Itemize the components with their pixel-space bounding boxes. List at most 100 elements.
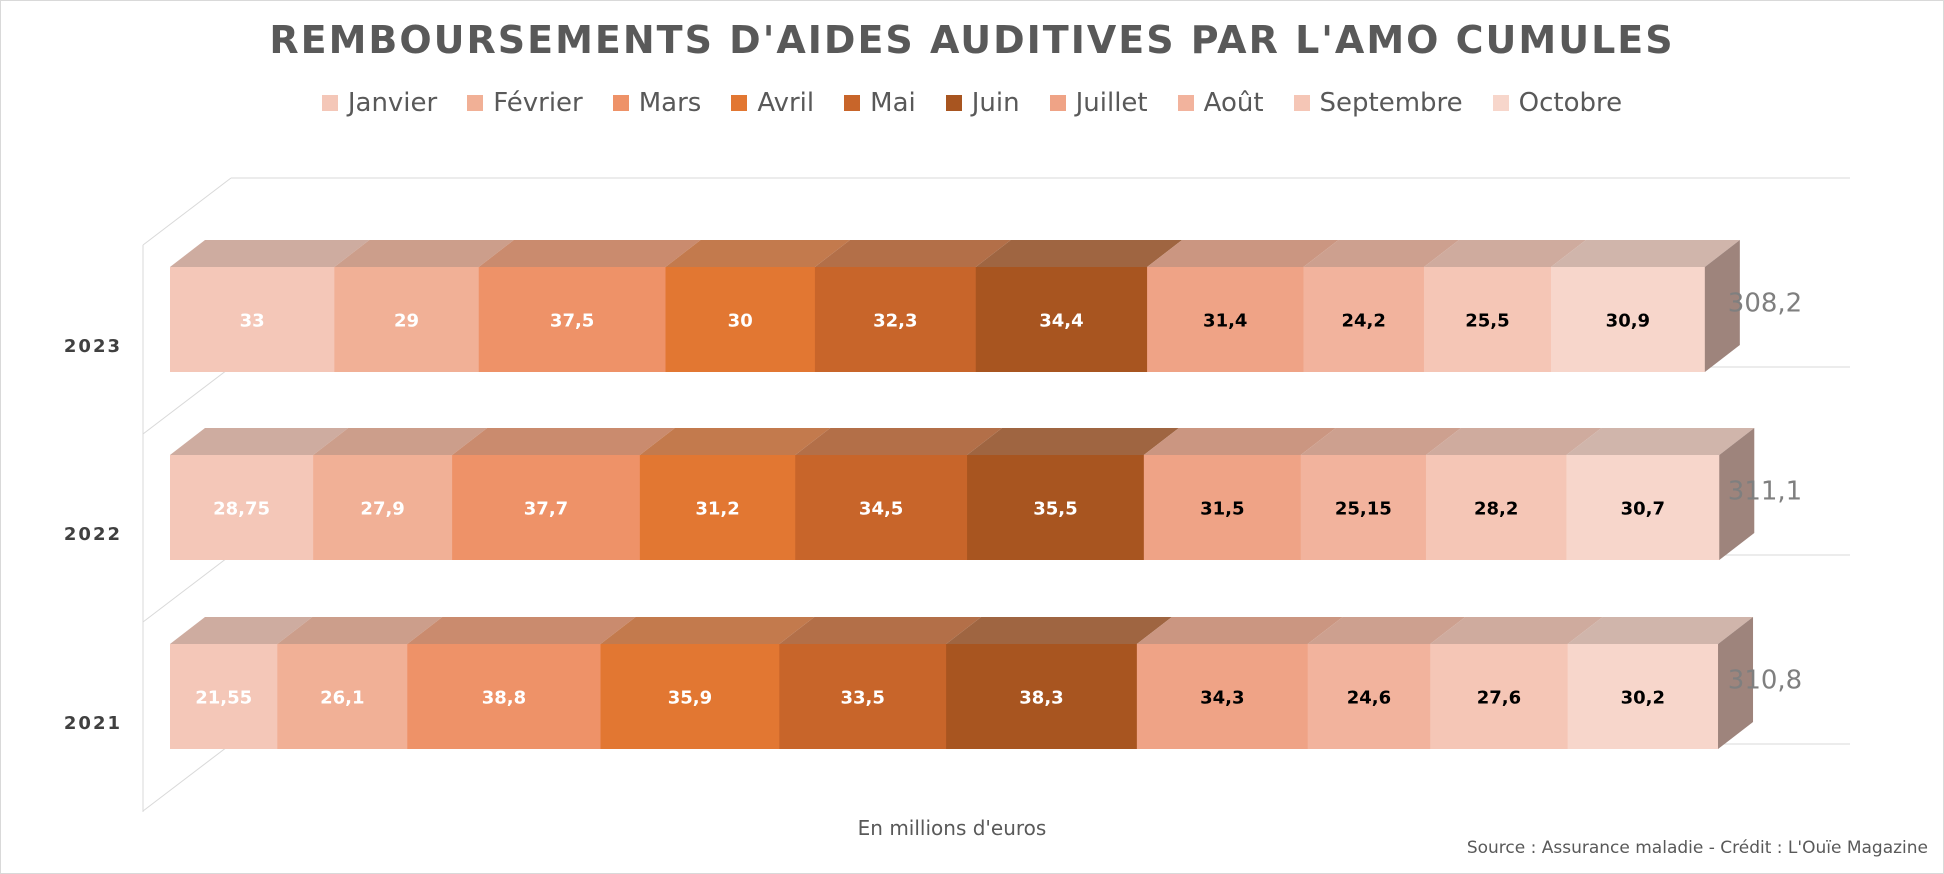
data-label: 28,75 [213, 499, 270, 520]
legend-item: Septembre [1293, 88, 1463, 118]
bar-segment [1566, 455, 1720, 560]
bar-segment [478, 267, 667, 372]
data-label: 30,2 [1621, 688, 1665, 709]
data-label: 35,5 [1033, 499, 1077, 520]
data-label: 30,7 [1621, 499, 1665, 520]
bar-segment [1423, 267, 1552, 372]
bar-segment-top [1566, 428, 1755, 455]
legend-label: Juillet [1075, 88, 1148, 118]
data-label: 30 [728, 311, 753, 332]
bar-segment [277, 644, 408, 749]
bar-segment-top [1550, 240, 1740, 267]
bar-segment-top [814, 240, 1011, 267]
legend-item: Mars [612, 88, 701, 118]
bar-segment-top [313, 428, 488, 455]
bar-segment [665, 267, 816, 372]
bar-segment-top [1430, 617, 1603, 644]
legend-label: Juin [971, 88, 1020, 118]
data-label: 38,8 [482, 688, 526, 709]
data-label: 33,5 [841, 688, 885, 709]
data-label: 24,6 [1347, 688, 1391, 709]
bar-segment-top [975, 240, 1183, 267]
source-credit: Source : Assurance maladie - Crédit : L'… [1466, 838, 1928, 858]
bar-segment-top [1143, 428, 1336, 455]
data-label: 31,2 [695, 499, 739, 520]
legend-label: Janvier [347, 88, 438, 118]
legend-label: Septembre [1319, 88, 1463, 118]
bar-segment [779, 644, 947, 749]
bar-segment-top [600, 617, 815, 644]
legend-label: Février [493, 88, 583, 118]
category-label: 2021 [64, 713, 122, 734]
bar-segment [1136, 644, 1309, 749]
floor-line [142, 554, 232, 623]
legend-swatch [945, 95, 962, 111]
bar-segment [1307, 644, 1431, 749]
bar-segment-top [1300, 428, 1461, 455]
bar-segment-top [478, 240, 701, 267]
data-label: 27,9 [360, 499, 404, 520]
bar-segment [1567, 644, 1719, 749]
bar-segment-top [946, 617, 1172, 644]
bar-side-face [1719, 428, 1755, 560]
bar-segment [334, 267, 480, 372]
bar-segment [1147, 267, 1304, 372]
bar-segment [1550, 267, 1706, 372]
bar-segment [1425, 455, 1567, 560]
data-label: 34,3 [1200, 688, 1244, 709]
axis-wall-line [142, 177, 232, 246]
bar-segment-top [779, 617, 982, 644]
data-label: 25,15 [1335, 499, 1392, 520]
bar-segment [452, 455, 641, 560]
bar-segment [407, 644, 602, 749]
legend-item: Avril [731, 88, 814, 118]
legend-swatch [1049, 95, 1066, 111]
legend-swatch [1177, 95, 1194, 111]
data-label: 37,7 [524, 499, 568, 520]
bar-segment [814, 267, 977, 372]
bar-segment-top [170, 240, 370, 267]
legend-swatch [844, 95, 861, 111]
data-label: 26,1 [320, 688, 364, 709]
bar-segment-top [1307, 617, 1466, 644]
data-label: 31,5 [1200, 499, 1244, 520]
bar-segment [639, 455, 796, 560]
data-label: 37,5 [550, 311, 594, 332]
bar-segment [313, 455, 453, 560]
bar-segment [946, 644, 1138, 749]
x-axis-label: En millions d'euros [857, 816, 1047, 840]
bar-segment-top [170, 617, 313, 644]
bar-segment-top [1303, 240, 1459, 267]
floor-line [142, 366, 232, 435]
legend-item: Octobre [1492, 88, 1622, 118]
data-label: 34,4 [1039, 311, 1083, 332]
data-label: 32,3 [873, 311, 917, 332]
data-label: 24,2 [1341, 311, 1385, 332]
total-label: 311,1 [1728, 477, 1802, 507]
bar-side-face [1704, 240, 1740, 372]
data-label: 28,2 [1474, 499, 1518, 520]
bar-segment [1300, 455, 1427, 560]
chart-title: REMBOURSEMENTS D'AIDES AUDITIVES PAR L'A… [269, 18, 1675, 62]
bar-segment-top [967, 428, 1179, 455]
legend-swatch [1293, 95, 1310, 111]
bar-segment-top [452, 428, 675, 455]
bar-segment [1430, 644, 1569, 749]
bar-segment [170, 455, 314, 560]
legend-item: Juin [945, 88, 1020, 118]
legend-item: Août [1177, 88, 1264, 118]
bar-segment-top [277, 617, 443, 644]
total-label: 308,2 [1728, 289, 1802, 319]
bar-segment [170, 267, 335, 372]
legend-label: Août [1203, 88, 1264, 118]
bar-segment [170, 644, 278, 749]
bar-segment [967, 455, 1145, 560]
bar-segment-top [1425, 428, 1602, 455]
data-label: 31,4 [1203, 311, 1247, 332]
bar-segment-top [1567, 617, 1754, 644]
bar-segment-top [1147, 240, 1339, 267]
bar-side-face [1718, 617, 1754, 749]
bar-segment [600, 644, 780, 749]
total-label: 310,8 [1728, 666, 1802, 696]
